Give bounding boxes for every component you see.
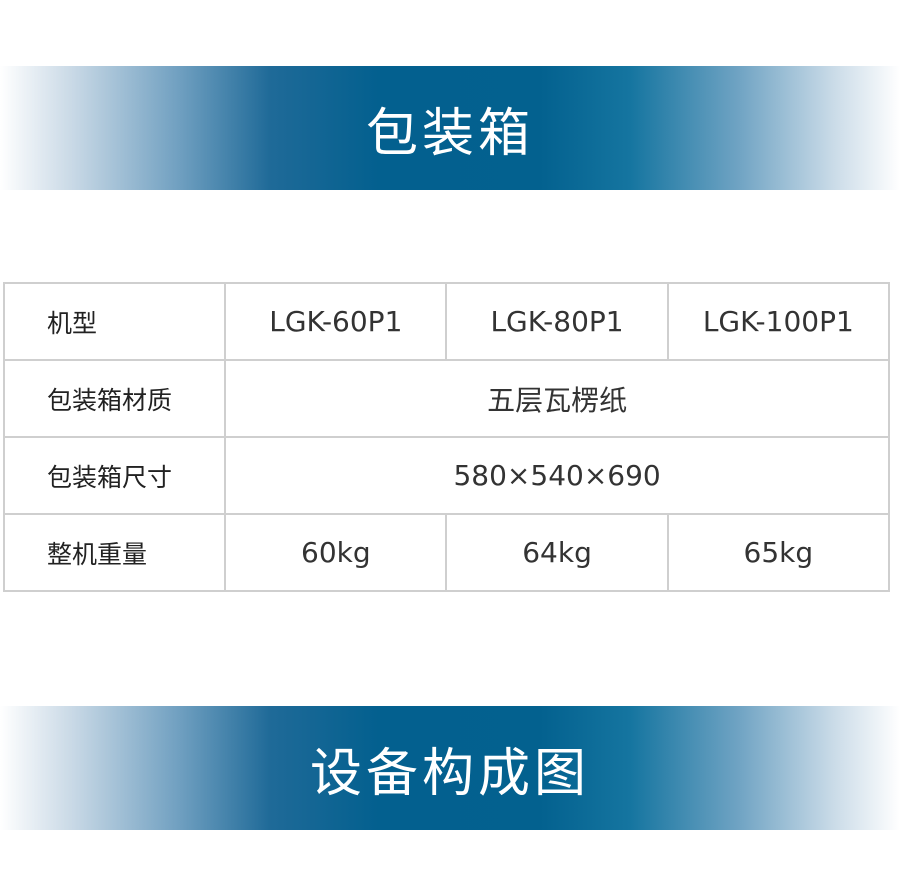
table-cell: 五层瓦楞纸 — [224, 359, 890, 438]
table-row: 包装箱尺寸 580×540×690 — [2, 436, 890, 515]
table-cell: LGK-100P1 — [666, 282, 891, 361]
section-banner-packaging: 包装箱 — [0, 66, 900, 190]
table-row: 整机重量 60kg 64kg 65kg — [2, 513, 891, 592]
row-label: 包装箱尺寸 — [2, 436, 227, 515]
section-banner-composition: 设备构成图 — [0, 706, 900, 830]
section-title: 设备构成图 — [309, 743, 590, 804]
packaging-spec-table: 机型 LGK-60P1 LGK-80P1 LGK-100P1 包装箱材质 五层瓦… — [2, 282, 891, 592]
table-row: 机型 LGK-60P1 LGK-80P1 LGK-100P1 — [2, 282, 891, 361]
table-cell: 64kg — [445, 513, 669, 592]
table-cell: LGK-60P1 — [224, 282, 448, 361]
row-label: 机型 — [2, 282, 227, 361]
table-row: 包装箱材质 五层瓦楞纸 — [2, 359, 890, 438]
row-label: 包装箱材质 — [2, 359, 227, 438]
table-cell: LGK-80P1 — [445, 282, 669, 361]
table-cell: 60kg — [224, 513, 448, 592]
section-title: 包装箱 — [365, 103, 534, 164]
table-cell: 65kg — [666, 513, 891, 592]
table-cell: 580×540×690 — [224, 436, 890, 515]
row-label: 整机重量 — [2, 513, 227, 592]
